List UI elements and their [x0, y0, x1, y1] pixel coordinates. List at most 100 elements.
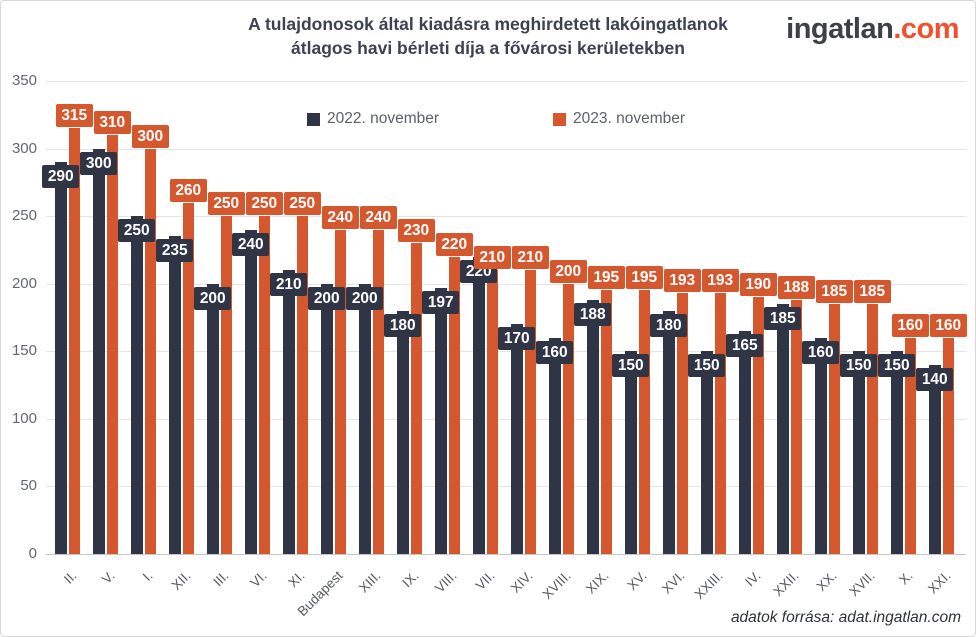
bar-2022 [929, 364, 941, 554]
ingatlan-logo: ingatlan.com [786, 13, 959, 46]
chart-title-line2: átlagos havi bérleti díja a fővárosi ker… [291, 38, 685, 58]
bar-value-label-2023: 195 [587, 266, 625, 290]
bar-2023 [866, 303, 878, 554]
bar-value-label-2023: 200 [549, 259, 587, 283]
bar-value-label-2023: 193 [701, 269, 739, 293]
bar-value-label-2022: 165 [726, 334, 764, 357]
bar-value-label-2022: 300 [80, 151, 118, 175]
legend-swatch-2023 [553, 112, 566, 126]
y-tick-label: 200 [11, 274, 37, 292]
bar-2023 [562, 283, 574, 554]
bar-value-label-2022: 170 [498, 327, 536, 351]
bar-value-label-2023: 193 [663, 269, 701, 293]
bar-value-label-2022: 140 [916, 367, 954, 391]
legend-label-2023: 2023. november [573, 110, 686, 127]
bar-2022 [169, 236, 181, 554]
bar-2023 [942, 337, 954, 554]
bar-2022 [245, 229, 257, 554]
bar-value-label-2022: 235 [156, 239, 194, 263]
gridline [46, 148, 966, 150]
y-tick-label: 250 [11, 207, 37, 225]
bar-value-label-2022: 200 [346, 286, 384, 310]
data-source-note: adatok forrása: adat.ingatlan.com [730, 609, 961, 626]
y-tick-label: 300 [11, 139, 37, 157]
bar-value-label-2022: 160 [536, 340, 574, 364]
legend-item-2022: 2022. november [307, 110, 439, 128]
x-axis-baseline [46, 554, 966, 555]
bar-value-label-2023: 190 [739, 273, 777, 297]
bar-value-label-2023: 160 [929, 313, 967, 337]
bar-value-label-2022: 250 [118, 219, 156, 243]
bar-value-label-2022: 180 [384, 313, 422, 337]
bar-2022 [397, 310, 409, 554]
logo-name: ingatlan [786, 13, 894, 45]
bar-value-label-2023: 230 [397, 219, 435, 243]
bar-value-label-2022: 185 [764, 306, 802, 330]
bar-2022 [359, 283, 371, 554]
bar-value-label-2023: 250 [207, 192, 245, 216]
chart-title: A tulajdonosok által kiadásra meghirdete… [1, 12, 975, 60]
bar-value-label-2023: 300 [131, 124, 169, 148]
bar-2022 [93, 148, 105, 554]
bar-value-label-2023: 210 [511, 246, 549, 270]
bar-2023 [182, 202, 194, 554]
bar-2023 [524, 270, 536, 554]
bar-2023 [638, 290, 650, 554]
bar-value-label-2023: 240 [359, 205, 397, 229]
bar-value-label-2022: 200 [308, 286, 346, 310]
gridline [46, 418, 966, 420]
bar-2023 [220, 216, 232, 554]
gridline [46, 486, 966, 488]
bar-2023 [790, 299, 802, 554]
bar-value-label-2022: 197 [422, 290, 460, 314]
bar-2023 [828, 303, 840, 554]
bar-value-label-2023: 310 [93, 111, 131, 135]
bar-value-label-2023: 210 [473, 246, 511, 270]
bar-value-label-2023: 250 [283, 192, 321, 216]
bar-2022 [587, 299, 599, 554]
bar-value-label-2022: 150 [878, 354, 916, 378]
chart-title-line1: A tulajdonosok által kiadásra meghirdete… [248, 14, 728, 34]
bar-2022 [435, 287, 447, 554]
legend-label-2022: 2022. november [327, 110, 440, 127]
bar-2022 [701, 351, 713, 554]
bar-2022 [739, 331, 751, 554]
bar-2023 [600, 290, 612, 554]
bar-2022 [131, 216, 143, 554]
bar-value-label-2023: 220 [435, 232, 473, 256]
bar-2022 [511, 324, 523, 554]
bar-2023 [448, 256, 460, 554]
y-tick-label: 100 [11, 409, 37, 427]
bar-value-label-2023: 250 [245, 192, 283, 216]
bar-value-label-2023: 185 [853, 279, 891, 303]
bar-value-label-2022: 210 [270, 273, 308, 297]
bar-2022 [321, 283, 333, 554]
gridline [46, 216, 966, 218]
bar-2023 [68, 128, 80, 554]
bar-value-label-2023: 160 [891, 313, 929, 337]
bar-value-label-2022: 150 [688, 354, 726, 378]
logo-tld: .com [893, 13, 959, 45]
bar-2022 [891, 351, 903, 554]
bar-2023 [904, 337, 916, 554]
bar-value-label-2022: 160 [802, 340, 840, 364]
bar-value-label-2022: 180 [650, 313, 688, 337]
bar-2023 [144, 148, 156, 554]
bar-2023 [714, 293, 726, 554]
bar-value-label-2023: 188 [777, 275, 815, 299]
bar-value-label-2023: 195 [625, 266, 663, 290]
bar-2023 [752, 297, 764, 554]
bar-2023 [410, 243, 422, 554]
legend-item-2023: 2023. november [553, 110, 685, 128]
bar-2022 [815, 337, 827, 554]
bar-2022 [625, 351, 637, 554]
bar-2023 [486, 270, 498, 554]
gridline [46, 351, 966, 353]
bar-value-label-2023: 315 [55, 104, 93, 128]
bar-2022 [777, 303, 789, 554]
bar-2022 [55, 162, 67, 554]
bar-2023 [372, 229, 384, 554]
bar-2023 [334, 229, 346, 554]
y-tick-label: 0 [28, 545, 37, 562]
